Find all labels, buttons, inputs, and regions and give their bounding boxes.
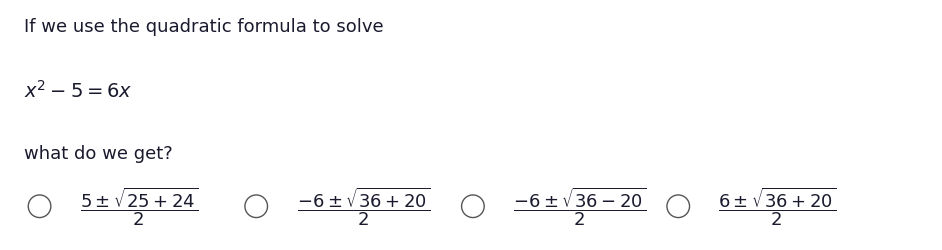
Text: $x^2 - 5 = 6x$: $x^2 - 5 = 6x$ (24, 80, 132, 102)
Text: $\dfrac{-6 \pm \sqrt{36-20}}{2}$: $\dfrac{-6 \pm \sqrt{36-20}}{2}$ (513, 185, 647, 228)
Text: If we use the quadratic formula to solve: If we use the quadratic formula to solve (24, 18, 383, 36)
Text: $\dfrac{6 \pm \sqrt{36+20}}{2}$: $\dfrac{6 \pm \sqrt{36+20}}{2}$ (718, 185, 836, 228)
Text: $\dfrac{-6 \pm \sqrt{36+20}}{2}$: $\dfrac{-6 \pm \sqrt{36+20}}{2}$ (297, 185, 430, 228)
Text: what do we get?: what do we get? (24, 145, 172, 163)
Text: $\dfrac{5 \pm \sqrt{25+24}}{2}$: $\dfrac{5 \pm \sqrt{25+24}}{2}$ (80, 185, 199, 228)
